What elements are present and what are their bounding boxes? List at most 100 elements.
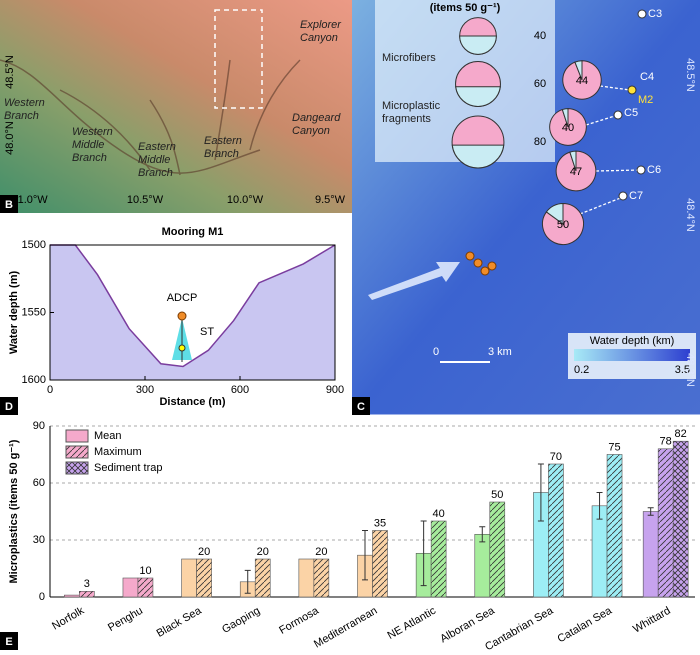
station-dot — [636, 165, 646, 175]
y-tick-label: 60 — [33, 477, 45, 489]
y-tick-label: 30 — [33, 534, 45, 546]
x-tick-label: 300 — [136, 384, 154, 396]
value-label: 35 — [374, 517, 386, 529]
canyon-lines — [0, 59, 301, 176]
map-label: Branch — [4, 110, 39, 122]
panel-letter: D — [5, 401, 13, 413]
legend-swatch — [65, 429, 89, 443]
legend-pie-part — [451, 144, 505, 169]
legend-label: Mean — [94, 430, 122, 442]
station-label: C7 — [629, 190, 643, 202]
value-label: 70 — [550, 451, 562, 463]
legend-pie-part — [459, 35, 497, 55]
bar — [474, 533, 491, 598]
bar — [372, 530, 388, 598]
x-tick-label: NE Atlantic — [385, 604, 438, 642]
map-label: Canyon — [292, 125, 330, 137]
map-label: Microfibers — [382, 52, 436, 64]
map-b-bg — [0, 0, 352, 213]
error-bar — [362, 530, 368, 581]
scale-label: 0 — [433, 346, 439, 358]
legend-label: Sediment trap — [94, 462, 162, 474]
panel-letter: E — [5, 636, 12, 648]
bar — [79, 590, 95, 598]
lon-label: 9.5°W — [315, 194, 346, 206]
bar — [548, 463, 564, 598]
x-tick-label: Formosa — [277, 604, 321, 637]
value-label: 50 — [491, 489, 503, 501]
lat-label: 48.4°N — [684, 198, 696, 232]
panel-letter-bg — [0, 397, 18, 415]
mooring-dots — [465, 251, 497, 276]
error-bar — [596, 492, 603, 520]
y-tick-label: 90 — [33, 420, 45, 432]
pie-wedge — [569, 150, 577, 172]
x-tick-label: Catalan Sea — [556, 604, 615, 645]
legend-swatch — [65, 461, 89, 475]
map-label: Middle — [72, 139, 104, 151]
map-label: Western — [72, 126, 113, 138]
depth-colorbar — [574, 349, 690, 361]
x-tick-label: Penghu — [106, 605, 145, 634]
x-tick-label: Gaoping — [220, 605, 262, 636]
lon-label: 10.5°W — [127, 194, 164, 206]
error-bar — [420, 520, 427, 587]
st-mark — [178, 344, 186, 352]
legend-pie-part — [455, 86, 501, 107]
x-tick-label: 0 — [47, 384, 53, 396]
legend-swatch — [65, 445, 89, 459]
map-label: Eastern — [204, 135, 242, 147]
pie-total: 44 — [576, 75, 588, 87]
bar — [430, 520, 447, 598]
pie-total: 47 — [570, 166, 582, 178]
lat-label: 48.0°N — [4, 121, 16, 155]
pie-legend-title: (items 50 g⁻¹) — [430, 2, 501, 14]
bar — [64, 594, 80, 598]
x-tick-label: 900 — [326, 384, 344, 396]
station-label: C5 — [624, 107, 638, 119]
error-bar — [537, 463, 544, 522]
legend-label: Maximum — [94, 446, 142, 458]
value-label: 82 — [675, 428, 687, 440]
x-tick-label: Whittard — [631, 605, 672, 636]
lon-label: 11.0°W — [12, 194, 48, 206]
bar — [489, 501, 506, 598]
value-label: 75 — [608, 441, 620, 453]
bar — [642, 511, 659, 598]
depth-legend-label: 0.2 — [574, 364, 589, 376]
y-tick-label: 1600 — [22, 374, 46, 386]
panel-letter: B — [5, 199, 13, 211]
x-axis-label: Distance (m) — [159, 396, 225, 408]
panel-letter: C — [357, 401, 365, 413]
map-label: Canyon — [300, 32, 338, 44]
annotation: ST — [200, 326, 214, 338]
bar — [254, 558, 271, 598]
pie-total: 40 — [562, 122, 574, 134]
station-label: C3 — [648, 8, 662, 20]
station-dot — [613, 110, 623, 120]
map-label: Explorer — [300, 19, 342, 31]
adcp-mark — [177, 311, 187, 321]
profile-line — [50, 244, 336, 368]
map-label: Branch — [204, 148, 239, 160]
y-axis-label: Water depth (m) — [8, 271, 20, 355]
panel-letter-bg — [0, 195, 18, 213]
station-label: C4 — [640, 71, 654, 83]
area-fill — [50, 245, 335, 380]
map-label: Branch — [138, 167, 173, 179]
y-tick-label: 1550 — [22, 306, 46, 318]
value-label: 10 — [139, 565, 151, 577]
value-label: 3 — [84, 578, 90, 590]
panel-letter-bg — [352, 397, 370, 415]
station-dot — [618, 191, 628, 201]
value-label: 20 — [198, 546, 210, 558]
value-label: 40 — [433, 508, 445, 520]
pie-total: 50 — [557, 219, 569, 231]
value-label: 20 — [257, 546, 269, 558]
value-label: 20 — [315, 546, 327, 558]
bar — [672, 440, 689, 598]
error-bar — [244, 569, 251, 594]
legend-size-label: 80 — [534, 136, 546, 148]
bar — [196, 558, 212, 598]
